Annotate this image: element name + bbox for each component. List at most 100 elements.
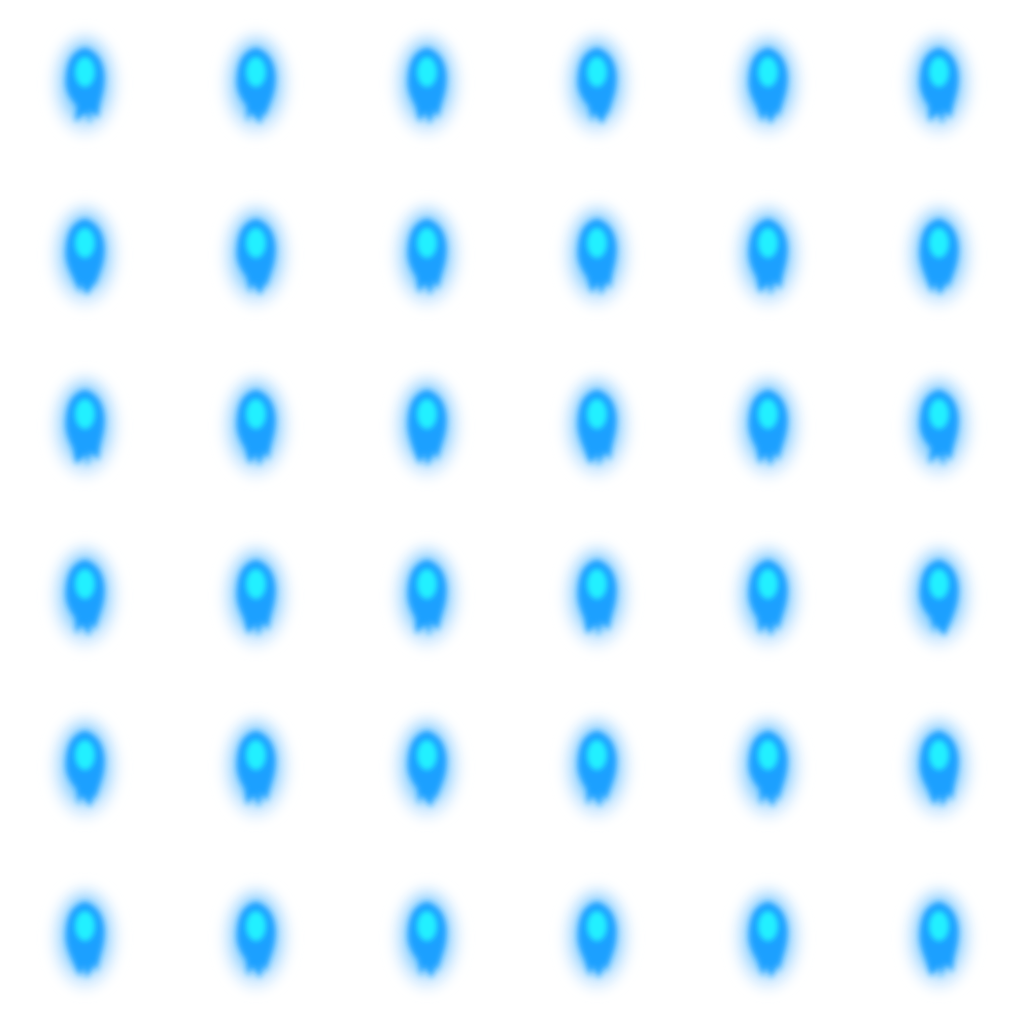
flame-core <box>246 398 266 429</box>
flame-core <box>928 57 949 88</box>
flame-core <box>758 910 778 941</box>
flame-sprite-frame <box>512 508 682 678</box>
flame-sprite-frame <box>342 679 512 849</box>
flame-sprite-frame <box>683 167 853 337</box>
blue-flame-icon <box>734 203 802 307</box>
flame-sprite-frame <box>171 0 341 166</box>
flame-core <box>758 57 778 88</box>
blue-flame-icon <box>734 32 802 137</box>
blue-flame-icon <box>734 544 802 649</box>
flame-core <box>416 57 437 88</box>
blue-flame-icon <box>563 544 632 649</box>
flame-sprite-frame <box>683 850 853 1020</box>
blue-flame-icon <box>392 32 461 137</box>
flame-core <box>75 57 96 88</box>
blue-flame-icon <box>51 203 120 307</box>
flame-sprite-frame <box>512 679 682 849</box>
blue-flame-icon <box>51 715 120 819</box>
flame-sprite-frame <box>0 167 170 337</box>
flame-core <box>246 910 266 941</box>
flame-core <box>928 228 949 258</box>
blue-flame-icon <box>904 32 973 137</box>
flame-sprite-frame <box>854 508 1024 678</box>
flame-core <box>416 398 437 429</box>
flame-sprite-frame <box>342 338 512 508</box>
blue-flame-icon <box>51 544 120 649</box>
blue-flame-icon <box>222 373 290 478</box>
flame-core <box>928 569 949 600</box>
flame-core <box>416 228 437 258</box>
flame-core <box>587 57 608 88</box>
flame-core <box>75 228 96 258</box>
flame-core <box>75 569 96 600</box>
flame-sprite-frame <box>171 850 341 1020</box>
flame-sprite-frame <box>0 508 170 678</box>
flame-sprite-frame <box>683 0 853 166</box>
flame-core <box>246 228 266 258</box>
blue-flame-icon <box>904 885 973 990</box>
flame-sprite-frame <box>854 0 1024 166</box>
blue-flame-icon <box>904 203 973 307</box>
blue-flame-icon <box>222 544 290 649</box>
flame-sprite-frame <box>0 679 170 849</box>
flame-core <box>928 740 949 770</box>
flame-sprite-frame <box>512 0 682 166</box>
flame-core <box>246 740 266 770</box>
flame-sprite-frame <box>512 850 682 1020</box>
flame-sprite-frame <box>171 508 341 678</box>
blue-flame-icon <box>563 32 632 137</box>
flame-core <box>587 569 608 600</box>
blue-flame-icon <box>734 373 802 478</box>
flame-core <box>75 740 96 770</box>
blue-flame-icon <box>563 715 632 819</box>
flame-sprite-frame <box>171 338 341 508</box>
flame-sprite-frame <box>683 338 853 508</box>
blue-flame-icon <box>51 373 120 478</box>
flame-core <box>587 740 608 770</box>
flame-sprite-frame <box>171 167 341 337</box>
flame-core <box>928 398 949 429</box>
flame-core <box>246 57 266 88</box>
flame-sprite-frame <box>854 850 1024 1020</box>
flame-sprite-frame <box>342 850 512 1020</box>
blue-flame-icon <box>222 885 290 990</box>
flame-core <box>758 569 778 600</box>
flame-core <box>758 228 778 258</box>
blue-flame-icon <box>734 885 802 990</box>
blue-flame-icon <box>904 715 973 819</box>
flame-sprite-frame <box>0 850 170 1020</box>
blue-flame-icon <box>563 885 632 990</box>
blue-flame-icon <box>392 203 461 307</box>
blue-flame-icon <box>51 885 120 990</box>
flame-sprite-frame <box>342 508 512 678</box>
blue-flame-icon <box>904 373 973 478</box>
flame-sprite-frame <box>854 679 1024 849</box>
flame-core <box>758 740 778 770</box>
flame-core <box>416 910 437 941</box>
blue-flame-icon <box>392 885 461 990</box>
flame-core <box>587 398 608 429</box>
flame-core <box>416 569 437 600</box>
flame-core <box>416 740 437 770</box>
blue-flame-icon <box>51 32 120 137</box>
flame-core <box>587 228 608 258</box>
flame-sprite-frame <box>854 338 1024 508</box>
flame-sprite-frame <box>342 0 512 166</box>
flame-sprite-frame <box>512 338 682 508</box>
flame-sprite-frame <box>683 508 853 678</box>
flame-core <box>928 910 949 941</box>
blue-flame-icon <box>734 715 802 819</box>
blue-flame-icon <box>392 544 461 649</box>
flame-sprite-frame <box>171 679 341 849</box>
blue-flame-icon <box>222 203 290 307</box>
flame-core <box>246 569 266 600</box>
flame-sprite-frame <box>854 167 1024 337</box>
flame-core <box>75 910 96 941</box>
flame-sprite-frame <box>0 338 170 508</box>
blue-flame-icon <box>392 373 461 478</box>
flame-sprite-frame <box>512 167 682 337</box>
flame-sprite-frame <box>683 679 853 849</box>
blue-flame-icon <box>392 715 461 819</box>
blue-flame-icon <box>563 373 632 478</box>
